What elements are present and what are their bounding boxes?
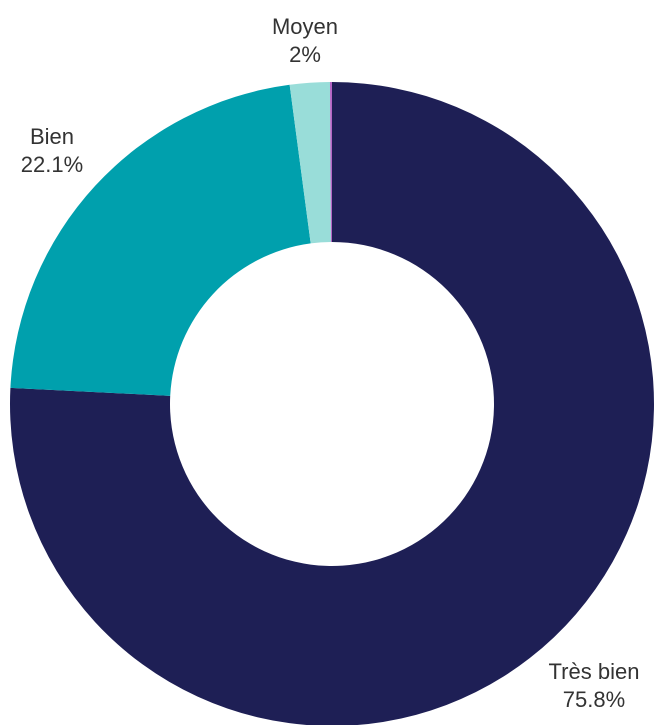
label-bien: Bien 22.1% bbox=[21, 124, 83, 177]
slice-bien bbox=[10, 84, 311, 396]
label-name-bien: Bien bbox=[30, 124, 74, 149]
slice-moyen bbox=[289, 82, 331, 244]
label-name-tres-bien: Très bien bbox=[549, 659, 640, 684]
label-moyen: Moyen 2% bbox=[272, 14, 338, 67]
label-value-tres-bien: 75.8% bbox=[563, 687, 625, 712]
label-name-moyen: Moyen bbox=[272, 14, 338, 39]
label-value-bien: 22.1% bbox=[21, 152, 83, 177]
label-tres-bien: Très bien 75.8% bbox=[549, 659, 640, 712]
slice-autre bbox=[329, 82, 332, 243]
label-value-moyen: 2% bbox=[289, 42, 321, 67]
slice-tres-bien bbox=[10, 82, 654, 725]
